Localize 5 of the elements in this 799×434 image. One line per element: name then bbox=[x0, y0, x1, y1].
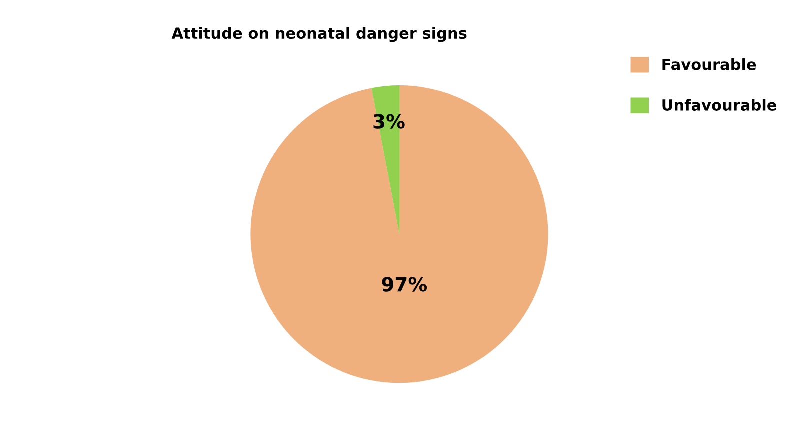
chart-title: Attitude on neonatal danger signs bbox=[172, 27, 467, 42]
legend-label: Unfavourable bbox=[662, 99, 777, 111]
legend-label: Favourable bbox=[662, 58, 756, 70]
data-label: 3% bbox=[374, 114, 405, 129]
data-label: 97% bbox=[382, 277, 428, 292]
